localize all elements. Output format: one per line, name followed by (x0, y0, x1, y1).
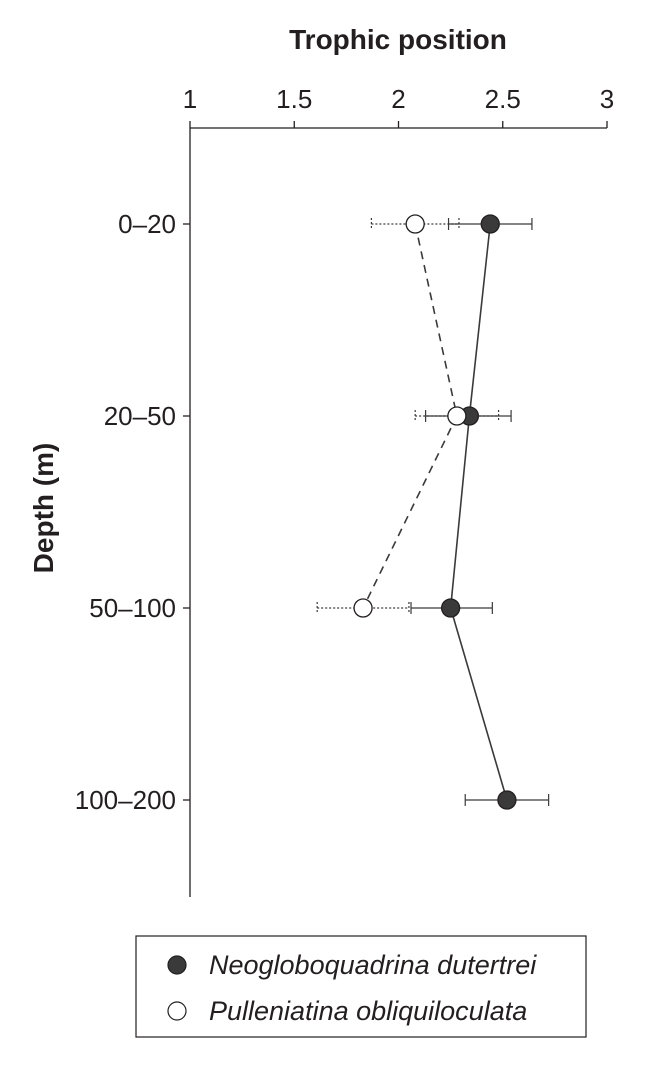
legend-box (135, 935, 587, 1038)
x-tick-label: 3 (600, 84, 614, 114)
data-point-filled (440, 598, 461, 618)
data-point-filled (480, 214, 500, 234)
y-tick-label: 100–200 (75, 785, 176, 815)
y-tick-label: 20–50 (104, 401, 176, 431)
data-point-open (405, 214, 425, 234)
data-point-open (353, 598, 373, 618)
x-axis-ticks: 1 1.5 2 2.5 3 (183, 84, 614, 128)
x-tick-label: 1.5 (276, 84, 312, 114)
y-tick-label: 0–20 (118, 209, 176, 239)
y-tick-label: 50–100 (89, 593, 176, 623)
x-tick-label: 1 (183, 84, 197, 114)
legend: Neogloboquadrina dutertrei Pulleniatina … (135, 935, 587, 1038)
x-axis-title: Trophic position (289, 24, 507, 55)
y-axis-ticks: 0–20 20–50 50–100 100–200 (75, 209, 190, 815)
series-line-neogloboquadrina (449, 223, 508, 801)
data-markers (353, 214, 517, 810)
series-lines (362, 223, 508, 801)
x-tick-label: 2.5 (485, 84, 521, 114)
y-axis-title: Depth (m) (28, 443, 59, 574)
axes (189, 127, 607, 897)
legend-marker-filled-circle (167, 955, 187, 975)
legend-label-pulleniatina: Pulleniatina obliquiloculata (209, 996, 527, 1026)
legend-marker-open-circle (167, 1001, 187, 1021)
data-point-filled (497, 790, 517, 810)
data-point-open (447, 406, 467, 426)
x-tick-label: 2 (391, 84, 405, 114)
legend-label-neogloboquadrina: Neogloboquadrina dutertrei (209, 950, 537, 980)
